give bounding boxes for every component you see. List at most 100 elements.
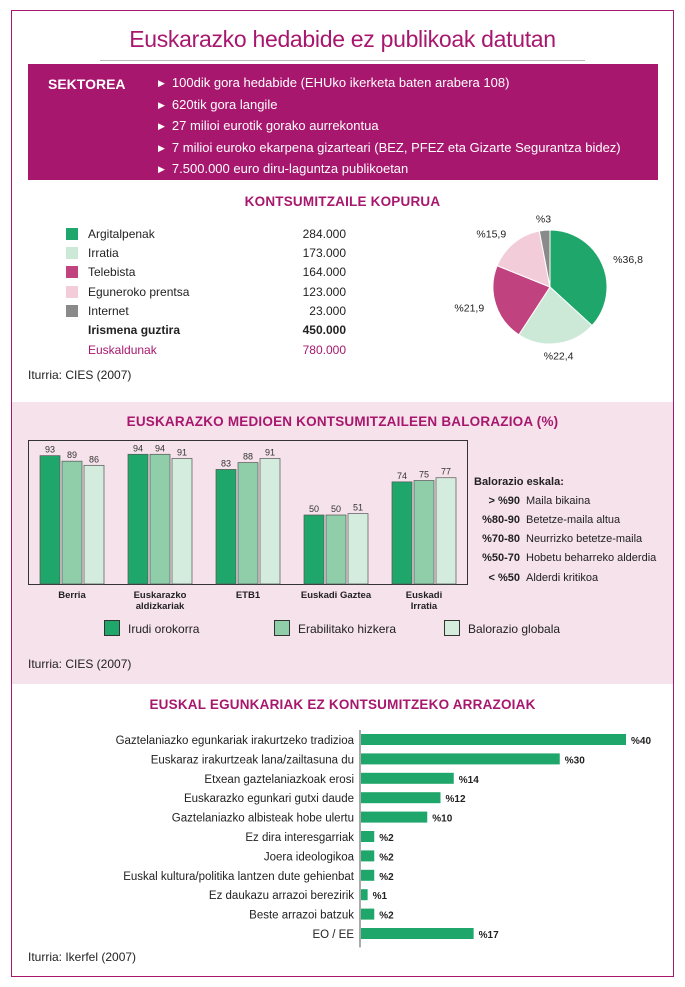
speakers-value: 780.000 [302, 343, 346, 357]
legend-label: Erabilitako hizkera [298, 622, 397, 636]
rating-scale-title: Balorazio eskala: [474, 476, 564, 488]
bar [237, 462, 259, 585]
hbar-value-label: %2 [379, 911, 394, 922]
sector-item-text: 620tik gora langile [171, 96, 278, 112]
pie-label: %3 [536, 215, 551, 225]
category-label: Euskarazko [134, 590, 187, 601]
consumers-heading: KONTSUMITZAILE KOPURUA [244, 194, 441, 209]
category-label: Beste arrazoi batzuk [249, 910, 354, 922]
hbar [361, 811, 428, 823]
bar-value-label: 94 [155, 443, 165, 453]
legend-swatch [274, 620, 290, 636]
pie-label: %22,4 [544, 350, 574, 362]
bar [391, 481, 413, 585]
rating-row: > %90 Maila bikaina [474, 495, 664, 507]
bar-value-label: 93 [45, 445, 55, 455]
category-label: Gaztelaniazko albisteak hobe ulertu [172, 813, 354, 825]
arrow-right-icon: ▶ [158, 121, 165, 131]
bar [215, 469, 237, 585]
category-label: aldizkariak [136, 601, 185, 612]
consumers-pie-chart: %36,8 %22,4 %21,9 %15,9 %3 [450, 213, 650, 365]
rating-key: > %90 [488, 495, 521, 507]
sector-item-text: 7.500.000 euro diru-laguntza publikoetan [171, 161, 409, 176]
legend-swatch [66, 266, 78, 278]
pie-slice [518, 286, 593, 345]
pie-label: %36,8 [613, 254, 643, 266]
hbar [361, 792, 441, 804]
bar-value-label: 86 [89, 454, 99, 464]
category-label: Etxean gaztelaniazkoak erosi [204, 774, 354, 786]
hbar-value-label: %12 [446, 794, 466, 805]
bar-value-label: 77 [441, 467, 451, 477]
category-label: ETB1 [236, 590, 261, 601]
rating-row: %70-80 Neurrizko betetze-maila [474, 533, 664, 545]
category-label: Berria [58, 590, 86, 601]
category-label: EO / EE [312, 929, 354, 941]
bar [127, 453, 149, 585]
legend-swatch [444, 620, 460, 636]
bar [83, 464, 105, 585]
category-label: Irratia [411, 601, 438, 612]
consumer-label: Eguneroko prentsa [88, 285, 190, 299]
bar [413, 480, 435, 585]
legend-swatch [66, 228, 78, 240]
speakers-label: Euskaldunak [88, 343, 157, 357]
legend-label: Balorazio globala [468, 622, 561, 636]
consumer-row: Internet 23.000 [66, 303, 346, 320]
consumer-label: Internet [88, 304, 129, 318]
category-label: Euskaraz irakurtzeak lana/zailtasuna du [151, 754, 354, 766]
consumers-source: Iturria: CIES (2007) [28, 368, 132, 382]
rating-text: Hobetu beharreko alderdia [526, 552, 657, 564]
pie-svg: %36,8 %22,4 %21,9 %15,9 %3 [454, 213, 643, 362]
consumer-value: 123.000 [302, 285, 346, 299]
hbar-value-label: %2 [379, 852, 394, 863]
hbar-value-label: %2 [379, 833, 394, 844]
arrow-right-icon: ▶ [158, 142, 165, 153]
reasons-source: Iturria: Ikerfel (2007) [28, 950, 137, 964]
hbar [361, 869, 375, 881]
rating-text: Maila bikaina [526, 495, 591, 507]
sector-item: ▶ 100dik gora hedabide (EHUko ikerketa ba… [158, 73, 621, 95]
rating-row: < %50 Alderdi kritikoa [474, 572, 664, 584]
bar-value-label: 74 [397, 471, 407, 481]
consumer-total-value: 450.000 [302, 323, 346, 337]
bar-value-label: 51 [353, 503, 363, 513]
hbar-value-label: %17 [479, 930, 499, 941]
sector-item: ▶ 620tik gora langile [158, 95, 621, 117]
bar-value-label: 75 [419, 470, 429, 480]
hbar [361, 928, 474, 939]
consumer-row: Irratia 173.000 [66, 245, 346, 262]
sector-label: SEKTOREA [48, 76, 126, 92]
sector-box: SEKTOREA ▶ 100dik gora hedabide (EHUko ik… [28, 64, 658, 180]
legend-swatch [104, 620, 120, 636]
page-title: Euskarazko hedabide ez publikoak datutan [129, 26, 556, 52]
pie-slice [496, 230, 551, 288]
consumer-value: 164.000 [302, 265, 346, 279]
bar [171, 458, 193, 585]
rating-key: %50-70 [482, 552, 520, 564]
category-label: Ez dira interesgarriak [245, 832, 354, 844]
consumer-label: Irratia [88, 246, 119, 260]
legend-swatch [66, 305, 78, 317]
category-label: Euskadi [406, 590, 442, 601]
bar [347, 513, 369, 585]
pie-slice [549, 229, 608, 327]
legend-swatch [66, 286, 78, 298]
sector-item-text: 27 milioi eurotik gorako aurrekontua [171, 118, 379, 133]
bar [259, 458, 281, 585]
bar [435, 477, 457, 585]
rating-row: %80-90 Betetze-maila altua [474, 514, 664, 526]
consumer-total-label: Irismena guztira [88, 323, 181, 337]
bar-value-label: 94 [133, 443, 143, 453]
hbar [361, 889, 368, 901]
consumer-row: Eguneroko prentsa 123.000 [66, 284, 346, 301]
bar [303, 514, 325, 585]
arrow-right-icon: ▶ [158, 164, 165, 174]
category-label: Gaztelaniazko egunkariak irakurtzeko tra… [116, 735, 355, 747]
bar-value-label: 50 [309, 504, 319, 514]
bar-value-label: 83 [221, 458, 231, 468]
bar [61, 460, 83, 585]
arrow-right-icon: ▶ [158, 99, 165, 110]
consumer-value: 23.000 [309, 304, 346, 318]
